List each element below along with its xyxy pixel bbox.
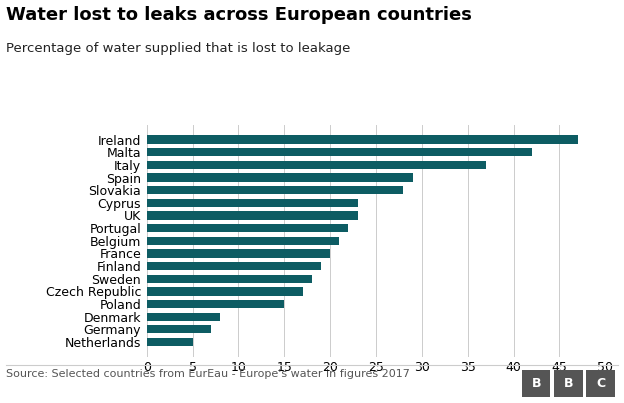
Text: B: B [532, 377, 541, 390]
Bar [147, 300, 284, 308]
FancyBboxPatch shape [522, 370, 550, 397]
Bar [147, 148, 532, 156]
Text: Water lost to leaks across European countries: Water lost to leaks across European coun… [6, 6, 472, 24]
Bar [147, 249, 330, 258]
Text: B: B [563, 377, 573, 390]
Bar [147, 262, 321, 270]
Bar [147, 173, 412, 182]
FancyBboxPatch shape [554, 370, 583, 397]
Bar [147, 338, 192, 346]
Bar [147, 135, 578, 144]
Text: C: C [596, 377, 605, 390]
Bar [147, 212, 358, 220]
Bar [147, 199, 358, 207]
Bar [147, 186, 404, 194]
Bar [147, 161, 486, 169]
Bar [147, 224, 348, 232]
Text: Percentage of water supplied that is lost to leakage: Percentage of water supplied that is los… [6, 42, 351, 55]
Text: Source: Selected countries from EurEau - Europe's water in figures 2017: Source: Selected countries from EurEau -… [6, 369, 410, 379]
Bar [147, 313, 220, 321]
Bar [147, 287, 303, 295]
Bar [147, 237, 339, 245]
Bar [147, 274, 312, 283]
Bar [147, 325, 211, 333]
FancyBboxPatch shape [587, 370, 615, 397]
